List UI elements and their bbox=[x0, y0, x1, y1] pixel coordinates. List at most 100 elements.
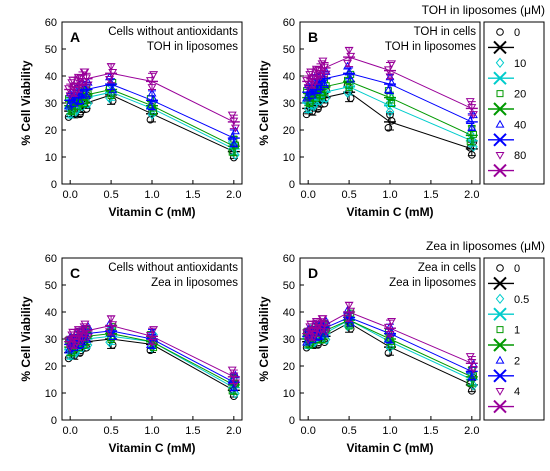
data-point bbox=[145, 101, 155, 110]
y-tick-label: 60 bbox=[283, 17, 295, 29]
x-tick-label: 1.5 bbox=[423, 425, 438, 437]
data-point bbox=[320, 80, 330, 88]
x-axis-label: Vitamin C (mM) bbox=[346, 441, 433, 455]
data-point bbox=[77, 336, 87, 345]
data-point bbox=[229, 383, 239, 392]
legend-cross bbox=[493, 133, 507, 147]
data-point bbox=[321, 70, 331, 79]
data-point bbox=[383, 334, 393, 343]
data-point bbox=[145, 77, 155, 85]
data-point bbox=[385, 73, 395, 82]
data-point bbox=[346, 307, 356, 316]
legend-label: 0 bbox=[514, 263, 520, 275]
panel-annotation: Cells without antioxidants bbox=[108, 262, 238, 274]
legend-cross bbox=[493, 71, 507, 85]
y-tick-label: 20 bbox=[283, 361, 295, 373]
panel-annotation: TOH in liposomes bbox=[385, 41, 476, 53]
x-tick-label: 0.0 bbox=[63, 189, 78, 201]
data-point bbox=[231, 388, 240, 399]
y-tick-label: 0 bbox=[289, 415, 295, 427]
data-point bbox=[307, 326, 317, 335]
y-tick-label: 10 bbox=[45, 152, 57, 164]
data-point bbox=[306, 320, 316, 329]
legend-entry: 0 bbox=[488, 27, 520, 55]
data-point bbox=[384, 124, 393, 132]
y-axis-label: % Cell Viability bbox=[257, 60, 271, 145]
data-point bbox=[108, 321, 118, 330]
legend-marker bbox=[495, 57, 505, 68]
legend-entry: 40 bbox=[488, 119, 526, 147]
data-point bbox=[321, 328, 331, 337]
y-tick-label: 40 bbox=[45, 71, 57, 83]
data-point bbox=[466, 137, 474, 145]
data-point bbox=[318, 315, 328, 324]
data-point bbox=[318, 57, 328, 66]
legend-label: 1 bbox=[514, 325, 520, 337]
data-point bbox=[385, 106, 395, 117]
data-point bbox=[344, 301, 354, 310]
legend-marker bbox=[496, 90, 504, 98]
panel-annotation: Cells without antioxidants bbox=[108, 26, 238, 38]
legend-entry: 1 bbox=[488, 325, 520, 352]
legend-label: 4 bbox=[514, 386, 520, 398]
data-point bbox=[346, 52, 356, 61]
data-point bbox=[149, 94, 159, 103]
data-point bbox=[383, 66, 393, 75]
data-point bbox=[309, 81, 319, 90]
data-point bbox=[303, 103, 313, 115]
y-tick-label: 60 bbox=[45, 17, 57, 29]
data-point bbox=[319, 333, 327, 341]
legend-entry: 10 bbox=[488, 57, 526, 85]
data-point bbox=[230, 124, 240, 133]
data-point bbox=[77, 81, 87, 90]
legend-entry: 0.5 bbox=[488, 293, 529, 321]
legend-cross bbox=[493, 369, 507, 383]
legend-marker bbox=[496, 28, 504, 36]
x-tick-label: 1.0 bbox=[382, 425, 397, 437]
x-tick-label: 2.0 bbox=[226, 425, 241, 437]
data-point bbox=[147, 339, 157, 347]
data-point bbox=[309, 333, 319, 342]
legend-label: 80 bbox=[514, 150, 526, 162]
legend-cross bbox=[493, 276, 507, 291]
data-point bbox=[383, 85, 393, 94]
data-point bbox=[147, 88, 157, 97]
legend-marker bbox=[495, 388, 505, 396]
legend-cross bbox=[493, 338, 507, 352]
data-point bbox=[230, 374, 238, 382]
legend-label: 0.5 bbox=[514, 294, 529, 306]
data-point bbox=[230, 379, 240, 388]
y-tick-label: 0 bbox=[289, 179, 295, 191]
legend-marker bbox=[495, 355, 505, 364]
legend-cross bbox=[493, 307, 507, 321]
data-point bbox=[227, 111, 237, 120]
legend-entry: 0 bbox=[488, 263, 520, 291]
data-point bbox=[80, 68, 90, 77]
data-point bbox=[314, 66, 324, 75]
legend-0: TOH in liposomes (μM) 0 10 20 40 80 bbox=[422, 3, 545, 185]
y-tick-label: 50 bbox=[283, 44, 295, 56]
y-tick-label: 40 bbox=[283, 71, 295, 83]
y-tick-label: 0 bbox=[51, 179, 57, 191]
legend-marker bbox=[495, 119, 505, 128]
x-tick-label: 2.0 bbox=[464, 425, 479, 437]
x-tick-label: 1.0 bbox=[144, 189, 159, 201]
data-point bbox=[68, 108, 76, 116]
y-tick-label: 40 bbox=[283, 307, 295, 319]
data-point bbox=[388, 341, 396, 349]
data-point bbox=[229, 117, 239, 126]
y-tick-label: 10 bbox=[283, 388, 295, 400]
data-point bbox=[229, 139, 239, 148]
data-point bbox=[387, 317, 397, 326]
y-axis-label: % Cell Viability bbox=[19, 296, 33, 381]
data-point bbox=[343, 320, 352, 332]
x-axis-label: Vitamin C (mM) bbox=[108, 205, 195, 219]
data-point bbox=[385, 342, 395, 353]
data-point bbox=[65, 109, 75, 120]
data-point bbox=[302, 329, 312, 338]
panel-b: 0 10 20 30 40 50 60 0.0 0.5 1.0 1.5 2.0 Vitamin C (m… bbox=[257, 17, 481, 219]
legend-label: 40 bbox=[514, 119, 526, 131]
data-point bbox=[147, 109, 157, 120]
data-point bbox=[76, 90, 86, 99]
